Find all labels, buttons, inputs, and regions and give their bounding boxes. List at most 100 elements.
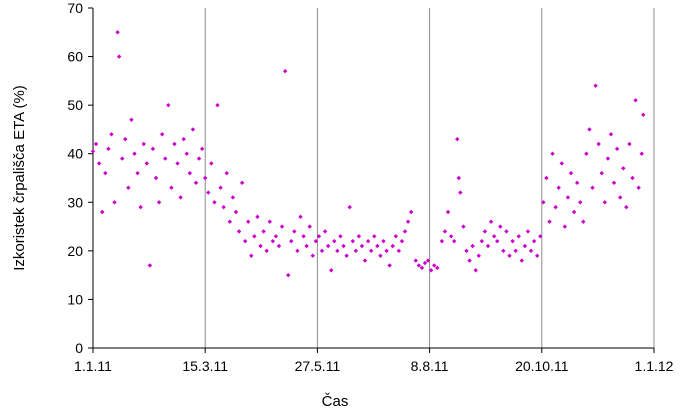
data-point xyxy=(602,200,608,205)
data-point xyxy=(479,238,485,244)
data-point xyxy=(416,263,422,268)
data-point xyxy=(617,195,623,200)
data-point xyxy=(396,248,402,254)
data-point xyxy=(156,200,162,205)
data-point xyxy=(267,219,272,224)
data-point xyxy=(106,146,111,152)
data-point xyxy=(129,117,134,122)
data-point xyxy=(534,253,540,258)
data-point xyxy=(633,98,638,103)
data-point xyxy=(252,234,257,239)
data-point xyxy=(230,195,236,200)
data-point xyxy=(199,146,205,152)
y-tick-label: 50 xyxy=(67,97,83,113)
data-point xyxy=(571,209,577,215)
data-point xyxy=(246,219,251,224)
data-point xyxy=(445,209,451,215)
data-point xyxy=(448,234,454,239)
data-point xyxy=(544,175,549,181)
y-tick-label: 60 xyxy=(67,49,83,65)
data-point xyxy=(425,258,431,263)
data-point xyxy=(255,214,260,220)
data-point xyxy=(507,253,512,258)
x-tick-label: 1.1.12 xyxy=(635,358,674,374)
data-point xyxy=(422,260,428,266)
data-point xyxy=(319,248,325,254)
data-point xyxy=(135,170,140,176)
data-point xyxy=(307,224,312,229)
data-point xyxy=(239,180,245,186)
data-point xyxy=(96,161,102,166)
data-point xyxy=(531,238,537,244)
data-point xyxy=(224,170,229,176)
data-point xyxy=(442,229,448,234)
data-point xyxy=(413,258,418,263)
data-point xyxy=(488,219,494,224)
data-point xyxy=(178,195,183,200)
y-tick-label: 20 xyxy=(67,243,83,259)
data-point xyxy=(279,224,285,229)
data-point xyxy=(378,253,383,258)
data-point xyxy=(605,156,611,161)
data-point xyxy=(491,234,497,239)
data-point xyxy=(461,224,466,229)
data-point xyxy=(249,253,254,258)
data-point xyxy=(115,30,120,35)
data-point xyxy=(103,170,108,176)
data-point xyxy=(298,214,303,220)
data-point xyxy=(464,248,469,254)
data-point xyxy=(504,229,509,234)
data-point xyxy=(332,238,337,244)
data-point xyxy=(513,248,518,254)
data-point xyxy=(578,200,583,205)
y-tick-label: 70 xyxy=(67,0,83,16)
x-axis-title: Čas xyxy=(322,393,349,410)
data-point xyxy=(428,268,434,273)
data-point xyxy=(568,170,574,176)
data-point xyxy=(218,185,223,190)
data-point xyxy=(553,204,558,210)
y-tick-label: 0 xyxy=(75,340,83,356)
x-tick-label: 1.1.11 xyxy=(74,358,112,374)
data-point xyxy=(132,151,137,156)
data-point xyxy=(584,151,589,156)
data-point xyxy=(451,238,457,244)
data-point xyxy=(292,229,297,234)
data-point xyxy=(196,156,202,161)
data-point xyxy=(316,234,322,239)
data-point xyxy=(209,161,214,166)
data-point xyxy=(93,141,99,147)
data-point xyxy=(501,248,506,254)
data-point xyxy=(344,253,349,258)
data-point xyxy=(599,170,604,176)
data-point xyxy=(347,204,352,210)
data-point xyxy=(381,238,386,244)
data-point xyxy=(282,68,288,74)
data-point xyxy=(375,243,380,249)
data-points xyxy=(90,30,646,278)
data-point xyxy=(276,243,282,249)
data-point xyxy=(399,238,405,244)
x-tick-label: 15.3.11 xyxy=(182,358,228,374)
data-point xyxy=(203,175,208,181)
data-point xyxy=(163,156,168,161)
y-axis-title: Izkoristek črpališča ETA (%) xyxy=(11,85,28,271)
data-point xyxy=(116,54,122,59)
data-point xyxy=(120,156,125,161)
data-point xyxy=(372,234,377,239)
data-point xyxy=(359,243,365,249)
data-point xyxy=(473,268,478,273)
data-point xyxy=(390,243,395,249)
data-point xyxy=(608,132,614,137)
data-point xyxy=(187,170,193,176)
data-point xyxy=(435,265,440,271)
data-point xyxy=(285,272,291,278)
data-point xyxy=(90,149,96,154)
data-point xyxy=(611,180,617,186)
data-point xyxy=(405,219,411,224)
data-point xyxy=(470,243,475,249)
data-point xyxy=(365,238,371,244)
data-point xyxy=(353,248,359,254)
vertical-gridlines xyxy=(204,8,655,348)
data-point xyxy=(510,238,515,244)
